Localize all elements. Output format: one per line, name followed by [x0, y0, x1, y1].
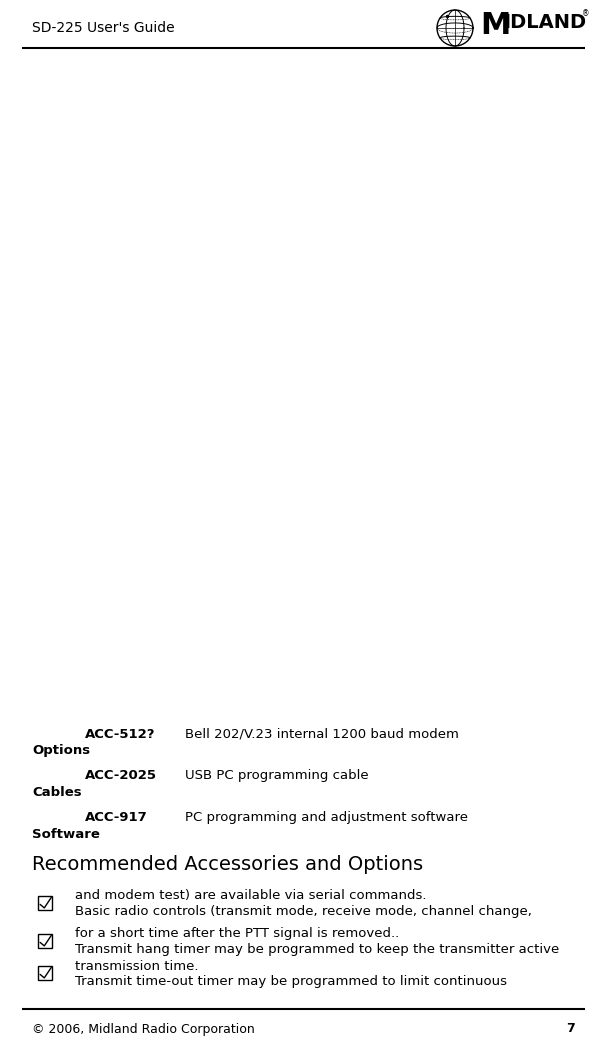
- Bar: [38, 896, 52, 910]
- Text: ACC-917: ACC-917: [85, 811, 148, 824]
- Text: Transmit hang timer may be programmed to keep the transmitter active: Transmit hang timer may be programmed to…: [75, 943, 559, 957]
- Text: and modem test) are available via serial commands.: and modem test) are available via serial…: [75, 890, 427, 903]
- Text: Software: Software: [32, 828, 100, 842]
- Text: USB PC programming cable: USB PC programming cable: [185, 770, 368, 782]
- Text: ACC-2025: ACC-2025: [85, 770, 157, 782]
- Text: Recommended Accessories and Options: Recommended Accessories and Options: [32, 855, 423, 874]
- Text: © 2006, Midland Radio Corporation: © 2006, Midland Radio Corporation: [32, 1023, 255, 1035]
- Text: SD-225 User's Guide: SD-225 User's Guide: [32, 21, 175, 35]
- Text: 7: 7: [566, 1023, 575, 1035]
- Text: Transmit time-out timer may be programmed to limit continuous: Transmit time-out timer may be programme…: [75, 976, 507, 988]
- Text: PC programming and adjustment software: PC programming and adjustment software: [185, 811, 468, 824]
- Text: Basic radio controls (transmit mode, receive mode, channel change,: Basic radio controls (transmit mode, rec…: [75, 906, 532, 918]
- Text: Options: Options: [32, 744, 90, 757]
- Bar: [38, 934, 52, 948]
- Text: Cables: Cables: [32, 786, 81, 800]
- Text: ACC-512?: ACC-512?: [85, 728, 155, 740]
- Bar: [38, 966, 52, 980]
- Text: transmission time.: transmission time.: [75, 959, 198, 973]
- Text: IDLAND: IDLAND: [503, 13, 586, 31]
- Text: Bell 202/V.23 internal 1200 baud modem: Bell 202/V.23 internal 1200 baud modem: [185, 728, 459, 740]
- Text: M: M: [480, 12, 510, 41]
- Text: ®: ®: [582, 9, 589, 19]
- Text: for a short time after the PTT signal is removed..: for a short time after the PTT signal is…: [75, 928, 399, 940]
